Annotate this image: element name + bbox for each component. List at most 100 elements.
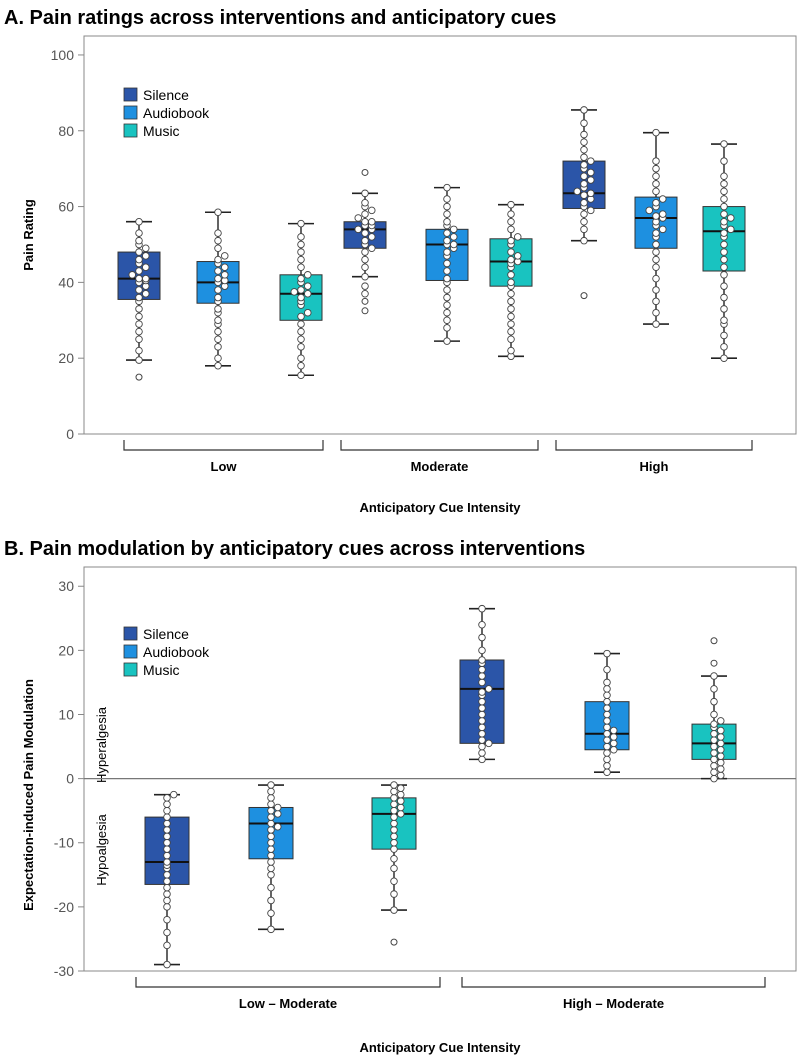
- data-point: [652, 128, 660, 137]
- box-music-8: [702, 140, 746, 362]
- data-point: [710, 697, 718, 706]
- data-point: [142, 244, 150, 253]
- data-point: [297, 286, 305, 294]
- data-point: [478, 704, 486, 712]
- data-point: [397, 797, 405, 805]
- data-point: [443, 202, 451, 211]
- data-point: [274, 803, 282, 812]
- data-point: [720, 316, 728, 325]
- data-point: [717, 758, 725, 767]
- data-point: [720, 331, 728, 340]
- data-point: [603, 649, 611, 658]
- data-point: [361, 210, 369, 218]
- data-point: [659, 225, 667, 234]
- data-point: [603, 697, 611, 706]
- data-point: [587, 168, 595, 177]
- box-silence-0: [117, 217, 161, 381]
- data-point: [297, 274, 305, 283]
- data-point: [485, 685, 493, 693]
- data-point: [580, 217, 588, 226]
- data-point: [390, 845, 398, 853]
- data-point: [297, 354, 305, 362]
- data-point: [297, 362, 305, 370]
- data-point: [710, 774, 718, 783]
- data-point: [163, 903, 171, 911]
- data-point: [142, 263, 150, 271]
- data-point: [717, 752, 725, 760]
- data-point: [274, 822, 282, 831]
- outlier-point: [580, 292, 588, 300]
- legend-label-audiobook: Audiobook: [143, 105, 210, 121]
- data-point: [214, 305, 222, 313]
- data-point: [610, 746, 618, 754]
- data-point: [603, 717, 611, 725]
- data-point: [580, 119, 588, 127]
- data-point: [135, 356, 143, 364]
- data-point: [297, 248, 305, 256]
- data-point: [214, 274, 222, 283]
- data-point: [720, 240, 728, 249]
- group-label: High – Moderate: [563, 996, 664, 1011]
- box-audiobook-4: [425, 183, 469, 345]
- data-point: [580, 180, 588, 188]
- data-point: [267, 806, 275, 815]
- data-point: [652, 180, 660, 188]
- data-point: [361, 282, 369, 290]
- data-point: [507, 271, 515, 279]
- data-point: [727, 214, 735, 222]
- data-point: [390, 819, 398, 828]
- data-point: [267, 813, 275, 821]
- data-point: [368, 244, 376, 253]
- data-point: [390, 890, 398, 898]
- data-point: [580, 199, 588, 207]
- data-point: [163, 877, 171, 885]
- box-audiobook-7: [634, 128, 678, 328]
- data-point: [710, 768, 718, 776]
- data-point: [603, 678, 611, 687]
- data-point: [450, 225, 458, 234]
- data-point: [297, 240, 305, 249]
- data-point: [478, 710, 486, 719]
- data-point: [163, 928, 171, 937]
- panel-a-y-axis: 0 20 40 60 80 100: [51, 47, 84, 442]
- data-point: [507, 225, 515, 234]
- data-point: [361, 248, 369, 256]
- y-tick-label: 20: [58, 350, 74, 366]
- data-point: [580, 138, 588, 146]
- y-tick-label: 100: [51, 47, 75, 63]
- data-point: [603, 736, 611, 744]
- data-point: [710, 729, 718, 738]
- data-point: [720, 210, 728, 218]
- data-point: [135, 293, 143, 302]
- data-point: [710, 710, 718, 719]
- data-point: [221, 252, 229, 260]
- data-point: [652, 212, 660, 220]
- data-point: [267, 794, 275, 802]
- data-point: [135, 286, 143, 294]
- data-point: [478, 742, 486, 751]
- data-point: [361, 236, 369, 245]
- data-point: [478, 620, 486, 629]
- data-point: [214, 327, 222, 336]
- group-bracket: [123, 440, 324, 451]
- data-point: [720, 255, 728, 264]
- data-point: [297, 320, 305, 328]
- legend-label-audiobook: Audiobook: [143, 644, 210, 660]
- data-point: [267, 858, 275, 866]
- legend-label-music: Music: [143, 662, 180, 678]
- data-point: [135, 327, 143, 336]
- legend-swatch-audiobook: [123, 644, 138, 659]
- data-point: [397, 790, 405, 799]
- data-point: [443, 308, 451, 317]
- y-tick-label: -20: [54, 899, 74, 915]
- data-point: [443, 183, 451, 192]
- data-point: [128, 271, 136, 279]
- data-point: [652, 240, 660, 249]
- panel-b-y-axis-title: Expectation-induced Pain Modulation: [21, 679, 36, 911]
- data-point: [720, 248, 728, 256]
- hypoalgesia-label: Hypoalgesia: [94, 813, 109, 885]
- data-point: [717, 726, 725, 735]
- data-point: [478, 688, 486, 696]
- data-point: [390, 826, 398, 834]
- data-point: [163, 960, 171, 969]
